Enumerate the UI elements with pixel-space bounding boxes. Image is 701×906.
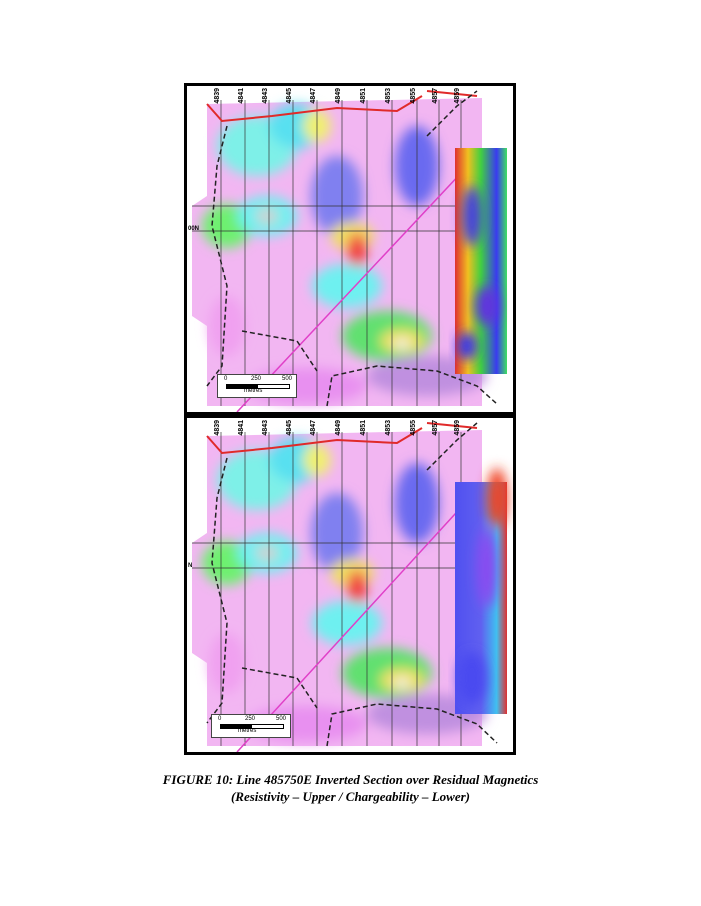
scale-end-label: 500 xyxy=(276,716,287,722)
grid-line-label: 4857 xyxy=(432,88,439,104)
scale-start-label: 0 xyxy=(218,716,222,722)
grid-line-label: 4843 xyxy=(262,88,269,104)
scale-bar-graphic xyxy=(226,384,290,389)
grid-line-label: 4855 xyxy=(410,420,417,436)
boundary-dashed-line xyxy=(206,125,228,387)
grid-line-label: 4851 xyxy=(360,88,367,104)
grid-line-label: 4857 xyxy=(432,420,439,436)
scale-end-label: 500 xyxy=(282,376,293,382)
scale-mid-label: 250 xyxy=(245,716,256,722)
road-line xyxy=(206,427,423,455)
survey-grid-lines xyxy=(192,100,462,406)
grid-line-label: 4845 xyxy=(286,420,293,436)
northing-label: 00N xyxy=(188,226,200,232)
grid-line-label: 4841 xyxy=(238,420,245,436)
scale-bar: 0 250 500 metres xyxy=(217,374,297,398)
grid-line-label: 4847 xyxy=(310,420,317,436)
resistivity-map-panel: 4839 4841 4843 4845 4847 4849 4851 4853 … xyxy=(184,83,516,415)
northing-label: N xyxy=(188,563,193,569)
residual-magnetics-map xyxy=(187,418,513,752)
grid-line-label: 4855 xyxy=(410,88,417,104)
grid-line-label: 4853 xyxy=(385,420,392,436)
grid-line-label: 4849 xyxy=(335,88,342,104)
grid-line-label: 4845 xyxy=(286,88,293,104)
scale-bar: 0 250 500 metres xyxy=(211,714,291,738)
road-line xyxy=(206,95,423,123)
grid-line-label: 4849 xyxy=(335,420,342,436)
grid-line-label: 4859 xyxy=(454,88,461,104)
scale-unit-label: metres xyxy=(244,388,263,394)
scale-bar-graphic xyxy=(220,724,284,729)
grid-line-label: 4853 xyxy=(385,88,392,104)
grid-line-label: 4847 xyxy=(310,88,317,104)
grid-line-label: 4839 xyxy=(214,88,221,104)
survey-traverse-line xyxy=(236,155,478,412)
boundary-dashed-line xyxy=(206,457,228,724)
grid-line-label: 4839 xyxy=(214,420,221,436)
grid-line-label: 4841 xyxy=(238,88,245,104)
scale-unit-label: metres xyxy=(238,728,257,734)
scale-mid-label: 250 xyxy=(251,376,262,382)
grid-line-label: 4843 xyxy=(262,420,269,436)
figure-caption-subtitle: (Resistivity – Upper / Chargeability – L… xyxy=(230,789,471,804)
figure-caption-title: FIGURE 10: Line 485750E Inverted Section… xyxy=(162,772,539,787)
scale-start-label: 0 xyxy=(224,376,228,382)
chargeability-map-panel: 4839 4841 4843 4845 4847 4849 4851 4853 … xyxy=(184,415,516,755)
grid-line-label: 4859 xyxy=(454,420,461,436)
grid-line-label: 4851 xyxy=(360,420,367,436)
residual-magnetics-map xyxy=(187,86,513,412)
survey-grid-lines xyxy=(192,432,462,746)
survey-traverse-line xyxy=(236,489,478,752)
